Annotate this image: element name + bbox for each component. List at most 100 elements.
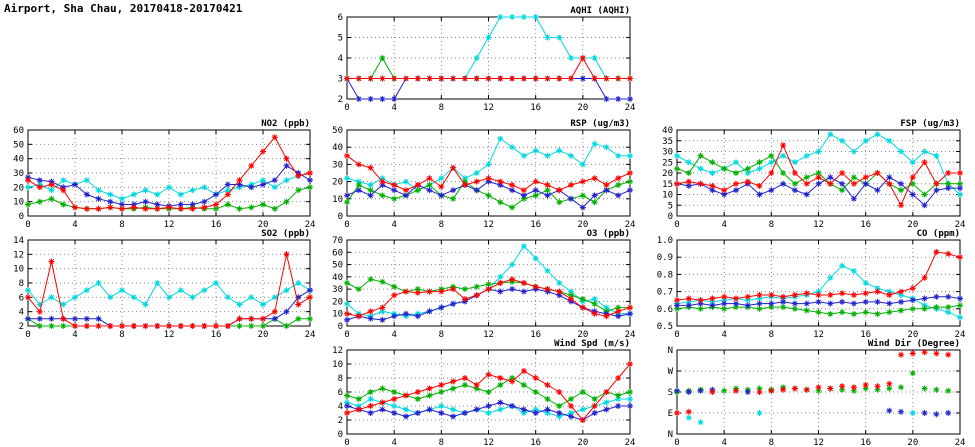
x-tick-label: 24: [955, 438, 966, 447]
x-tick-label: 16: [530, 330, 541, 340]
x-tick-label: 4: [391, 220, 396, 230]
y-tick-label: 2: [338, 95, 343, 105]
chart-co-series-blue: [674, 293, 963, 309]
chart-so2-series-cyan: [25, 280, 313, 308]
chart-wind_dir-series-cyan: [685, 410, 916, 426]
page-title: Airport, Sha Chau, 20170418-20170421: [4, 2, 243, 15]
x-tick-label: 24: [625, 220, 636, 230]
series-markers: [344, 178, 633, 211]
x-tick-label: 0: [344, 330, 349, 340]
chart-o3-series-cyan: [344, 243, 633, 320]
y-tick-label: 2: [19, 322, 24, 332]
x-tick-label: 4: [391, 330, 396, 340]
y-tick-label: 20: [13, 183, 24, 193]
y-tick-label: 40: [332, 143, 343, 153]
chart-wind_spd-series-red: [344, 361, 633, 423]
chart-title: NO2 (ppb): [261, 119, 310, 129]
x-tick-label: 16: [860, 438, 871, 447]
x-tick-label: 16: [530, 103, 541, 113]
x-tick-label: 20: [577, 330, 588, 340]
y-tick-label: 1.0: [657, 236, 673, 246]
y-tick-label: S: [668, 388, 673, 398]
y-tick-label: 0.6: [657, 305, 673, 315]
y-tick-label: 60: [332, 248, 343, 258]
y-tick-label: 5: [338, 34, 343, 44]
y-tick-label: 6: [338, 388, 343, 398]
y-tick-label: 30: [13, 169, 24, 179]
chart-wind_dir-series-green: [674, 370, 952, 395]
x-tick-label: 4: [721, 220, 726, 230]
x-tick-label: 12: [164, 330, 175, 340]
x-tick-label: 0: [25, 330, 30, 340]
x-tick-label: 8: [439, 330, 444, 340]
x-tick-label: 20: [258, 330, 269, 340]
y-tick-label: 0: [338, 322, 343, 332]
y-tick-label: 2: [338, 416, 343, 426]
y-tick-label: 30: [332, 160, 343, 170]
series-markers: [344, 243, 633, 320]
x-tick-label: 20: [577, 220, 588, 230]
y-tick-label: 12: [13, 250, 24, 260]
chart-rsp-series-red: [344, 152, 633, 194]
x-tick-label: 16: [530, 220, 541, 230]
chart-title: SO2 (ppb): [261, 229, 310, 239]
y-tick-label: 0.8: [657, 270, 673, 280]
x-tick-label: 0: [25, 220, 30, 230]
series-line: [27, 282, 311, 306]
chart-co-series-green: [674, 302, 963, 317]
series-markers: [674, 370, 952, 395]
chart-aqhi-series-red: [344, 55, 633, 82]
y-tick-label: 0: [19, 212, 24, 222]
y-tick-label: 12: [332, 346, 343, 356]
y-tick-label: 40: [13, 155, 24, 165]
x-tick-label: 0: [344, 220, 349, 230]
x-tick-label: 24: [305, 220, 316, 230]
x-tick-label: 0: [674, 438, 679, 447]
y-tick-label: 10: [332, 360, 343, 370]
y-tick-label: 0: [668, 212, 673, 222]
y-tick-label: 3: [338, 75, 343, 85]
series-line: [346, 155, 631, 191]
y-tick-label: 60: [13, 126, 24, 136]
y-tick-label: 40: [662, 126, 673, 136]
chart-title: AQHI (AQHI): [570, 6, 630, 16]
y-tick-label: 0.9: [657, 253, 673, 263]
chart-aqhi: 0 4 8 12 16 20 24 2 3 4 5 6 AQHI (AQHI): [338, 6, 636, 113]
y-tick-label: 25: [662, 158, 673, 168]
x-tick-label: 24: [625, 103, 636, 113]
y-tick-label: 30: [332, 285, 343, 295]
y-tick-label: 4: [19, 308, 24, 318]
x-tick-label: 4: [391, 438, 396, 447]
x-tick-label: 20: [907, 438, 918, 447]
y-tick-label: 50: [13, 140, 24, 150]
y-tick-label: 10: [332, 195, 343, 205]
chart-title: O3 (ppb): [587, 229, 630, 239]
y-tick-label: 0.5: [657, 322, 673, 332]
chart-so2-series-red: [25, 251, 313, 329]
y-tick-label: 10: [13, 198, 24, 208]
series-markers: [674, 349, 952, 416]
chart-rsp-series-blue: [344, 178, 633, 211]
x-tick-label: 12: [813, 330, 824, 340]
chart-rsp: 0 4 8 12 16 20 24 0 10 20 30 40 50 RSP (ug/m3): [332, 119, 635, 230]
x-tick-label: 12: [483, 330, 494, 340]
chart-title: FSP (ug/m3): [900, 119, 960, 129]
x-tick-label: 16: [860, 330, 871, 340]
chart-fsp-series-red: [674, 142, 963, 209]
series-markers: [674, 131, 963, 198]
y-tick-label: E: [668, 409, 673, 419]
x-tick-label: 20: [577, 103, 588, 113]
y-tick-label: 14: [13, 236, 24, 246]
y-tick-label: 50: [332, 126, 343, 136]
x-tick-label: 0: [674, 330, 679, 340]
chart-co: 0 4 8 12 16 20 24 0.5 0.6 0.7 0.8 0.9 1.0 CO (ppm): [657, 229, 966, 340]
y-tick-label: 10: [13, 265, 24, 275]
x-tick-label: 16: [211, 220, 222, 230]
y-tick-label: 8: [19, 279, 24, 289]
series-markers: [674, 293, 963, 309]
x-tick-label: 4: [721, 330, 726, 340]
y-tick-label: 4: [338, 402, 343, 412]
y-tick-label: 10: [332, 310, 343, 320]
